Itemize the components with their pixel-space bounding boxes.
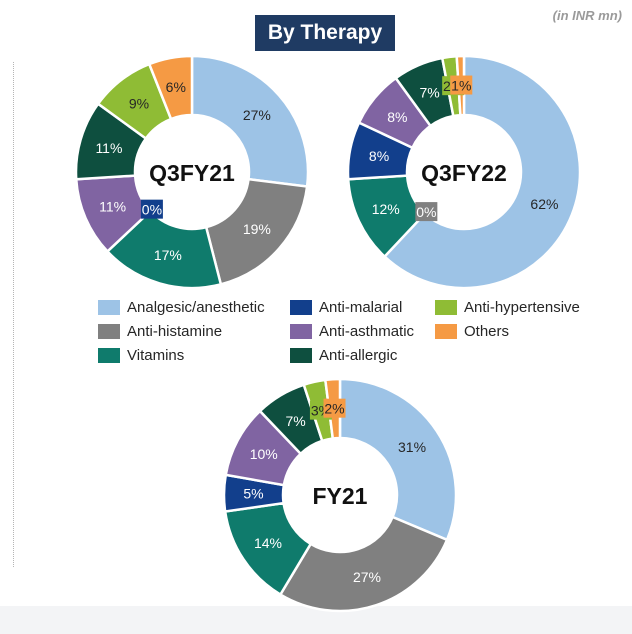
label-box-q3fy22-anti-histamine xyxy=(415,202,438,222)
left-dotted-divider xyxy=(13,62,14,567)
data-label-fy21-anti-histamine: 27% xyxy=(353,569,381,585)
data-label-fy21-anti-asthmatic: 10% xyxy=(250,446,278,462)
data-label-q3fy22-others: 1% xyxy=(451,78,471,94)
label-box-fy21-others xyxy=(323,398,346,418)
donut-q3fy22: 62%0%12%8%8%7%2%1%Q3FY22 xyxy=(346,54,582,290)
donut-title-q3fy22: Q3FY22 xyxy=(421,160,507,186)
slice-q3fy22-analgesic-anesthetic xyxy=(382,54,582,290)
data-label-q3fy21-others: 6% xyxy=(166,79,186,95)
data-label-fy21-analgesic-anesthetic: 31% xyxy=(398,439,426,455)
data-label-fy21-anti-allergic: 7% xyxy=(285,413,305,429)
data-label-q3fy21-anti-malarial: 0% xyxy=(142,202,162,218)
data-label-q3fy22-vitamins: 12% xyxy=(372,201,400,217)
data-label-q3fy22-anti-malarial: 8% xyxy=(369,148,389,164)
donut-title-fy21: FY21 xyxy=(313,483,368,509)
data-label-fy21-vitamins: 14% xyxy=(254,535,282,551)
data-label-q3fy21-anti-allergic: 11% xyxy=(95,140,122,156)
data-label-q3fy22-anti-asthmatic: 8% xyxy=(387,109,407,125)
slice-q3fy21-anti-histamine xyxy=(204,177,309,286)
data-label-q3fy21-anti-hypertensive: 9% xyxy=(129,96,149,112)
data-label-fy21-anti-malarial: 5% xyxy=(243,486,263,502)
slice-q3fy21-others xyxy=(147,54,194,121)
data-label-q3fy21-vitamins: 17% xyxy=(154,247,182,263)
data-label-q3fy21-anti-asthmatic: 11% xyxy=(99,198,126,214)
data-label-q3fy21-anti-histamine: 19% xyxy=(243,221,271,237)
units-note: (in INR mn) xyxy=(552,8,622,23)
label-box-q3fy21-anti-malarial xyxy=(140,199,163,219)
label-box-q3fy22-others xyxy=(450,75,473,95)
slice-fy21-analgesic-anesthetic xyxy=(338,377,458,542)
data-label-q3fy22-anti-allergic: 7% xyxy=(420,85,440,101)
data-label-q3fy21-analgesic-anesthetic: 27% xyxy=(243,107,271,123)
donut-q3fy21: 27% 19% 17% 0% 11% 11% 9% 6% Q3FY21 xyxy=(74,54,310,290)
data-label-fy21-others: 2% xyxy=(324,401,344,417)
donut-fy21: 31%27%14%5%10%7%3%2%FY21 xyxy=(222,377,458,613)
donut-title-q3fy21: Q3FY21 xyxy=(149,160,235,186)
slice-q3fy21-analgesic-anesthetic xyxy=(190,54,310,188)
data-label-q3fy22-anti-histamine: 0% xyxy=(416,204,436,220)
data-label-q3fy22-analgesic-anesthetic: 62% xyxy=(530,196,558,212)
footer-band xyxy=(0,606,632,634)
chart-section-title: By Therapy xyxy=(255,15,395,51)
slice-fy21-anti-histamine xyxy=(278,515,449,613)
